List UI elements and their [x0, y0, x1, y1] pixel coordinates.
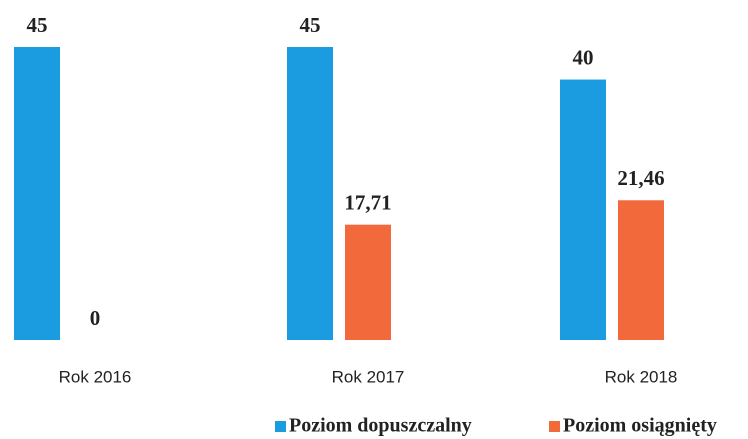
value-label: 21,46 [617, 166, 664, 190]
bar [345, 224, 391, 340]
category-label: Rok 2017 [332, 367, 405, 386]
value-label: 17,71 [344, 191, 391, 215]
legend-swatch [549, 421, 560, 432]
value-label: 0 [90, 306, 101, 330]
value-label: 40 [573, 45, 594, 69]
bar [560, 79, 606, 341]
legend-label: Poziom osiągnięty [563, 415, 717, 437]
legend-label: Poziom dopuszczalny [289, 415, 472, 437]
legend-swatch [275, 421, 286, 432]
bar [618, 200, 664, 340]
category-label: Rok 2016 [59, 367, 132, 386]
bar [14, 47, 60, 340]
category-label: Rok 2018 [605, 367, 678, 386]
bar [287, 47, 333, 340]
value-label: 45 [300, 13, 321, 37]
value-label: 45 [27, 13, 48, 37]
